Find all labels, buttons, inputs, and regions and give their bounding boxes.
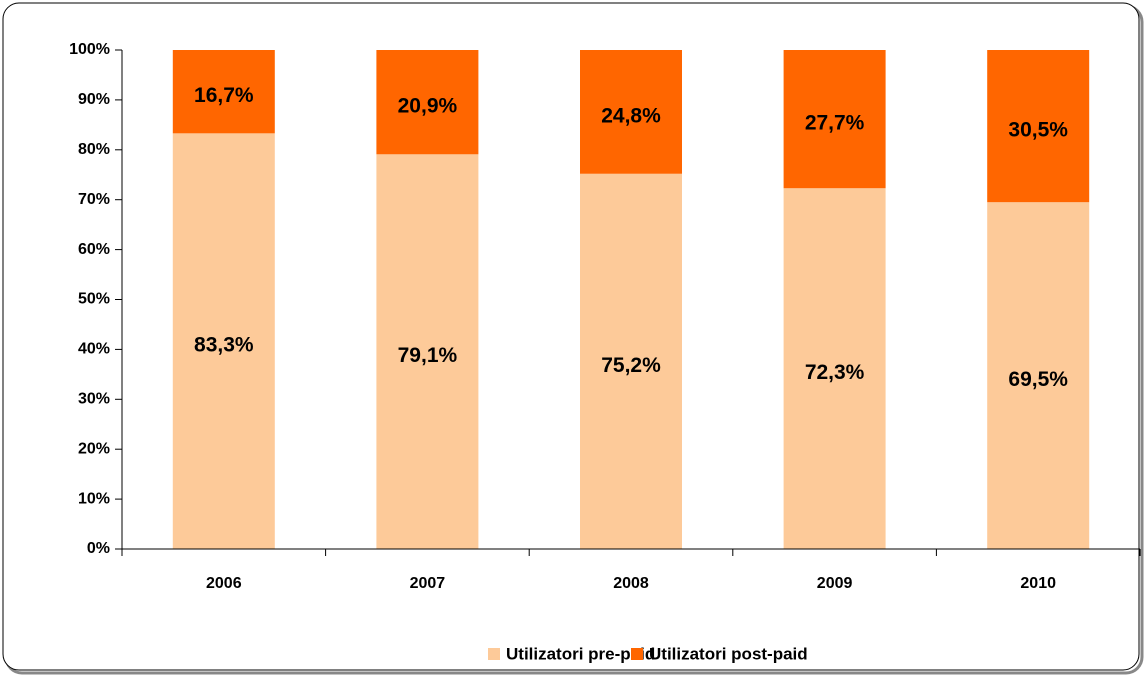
legend-swatch — [631, 648, 643, 660]
bar-segment — [376, 50, 479, 155]
data-label: 69,5% — [1008, 368, 1068, 391]
legend-swatch — [488, 648, 500, 660]
y-tick-label: 20% — [78, 440, 110, 457]
x-tick-label: 2006 — [206, 575, 242, 592]
data-label: 79,1% — [398, 344, 458, 367]
bar-segment — [987, 202, 1090, 549]
bar-segment — [376, 154, 479, 549]
x-tick-label: 2010 — [1020, 575, 1056, 592]
data-label: 20,9% — [398, 95, 458, 118]
y-tick-label: 100% — [69, 41, 110, 58]
y-tick-label: 80% — [78, 141, 110, 158]
bar-segment — [783, 188, 886, 549]
y-tick-label: 40% — [78, 341, 110, 358]
data-label: 75,2% — [601, 354, 661, 377]
bar-segment — [783, 50, 886, 189]
data-label: 83,3% — [194, 334, 254, 357]
bar-segment — [172, 50, 275, 134]
data-label: 30,5% — [1008, 119, 1068, 142]
data-label: 72,3% — [805, 361, 865, 384]
legend-label: Utilizatori post-paid — [649, 644, 808, 663]
bar-segment — [580, 50, 682, 174]
y-tick-label: 10% — [78, 490, 110, 507]
bar-segment — [172, 133, 275, 549]
bar-segment — [987, 50, 1090, 203]
bar-segment — [580, 173, 682, 549]
y-tick-label: 30% — [78, 391, 110, 408]
x-tick-label: 2008 — [613, 575, 649, 592]
y-tick-label: 50% — [78, 291, 110, 308]
y-tick-label: 0% — [87, 540, 110, 557]
data-label: 16,7% — [194, 84, 254, 107]
data-label: 27,7% — [805, 112, 865, 135]
y-tick-label: 60% — [78, 241, 110, 258]
y-tick-label: 90% — [78, 91, 110, 108]
x-tick-label: 2007 — [410, 575, 446, 592]
x-tick-label: 2009 — [817, 575, 853, 592]
data-label: 24,8% — [601, 104, 661, 127]
y-tick-label: 70% — [78, 191, 110, 208]
legend-label: Utilizatori pre-paid — [506, 644, 655, 663]
